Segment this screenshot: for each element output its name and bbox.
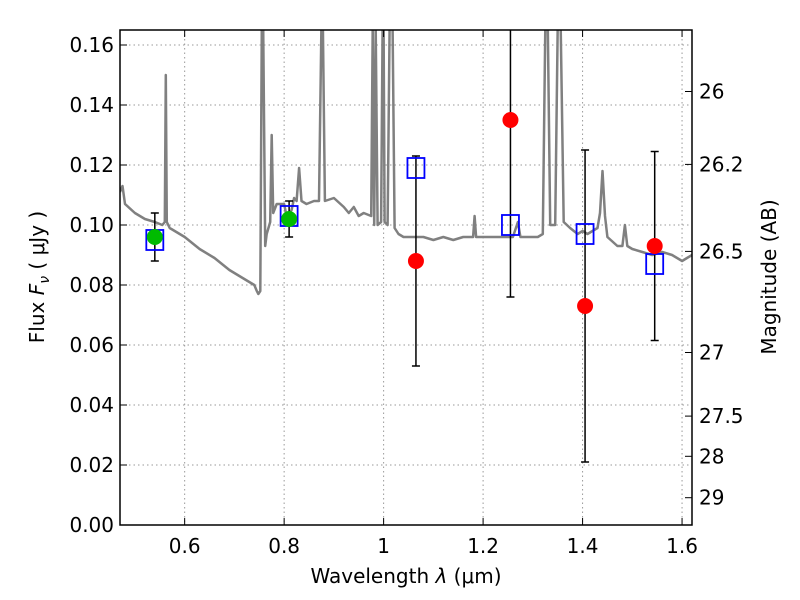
y2-tick-label: 28 bbox=[699, 444, 724, 468]
model-photometry-box bbox=[575, 223, 595, 245]
y2-tick-label: 26.2 bbox=[699, 152, 744, 176]
plot-frame bbox=[119, 29, 693, 526]
y-axis-title: Flux Fν ( μJy ) bbox=[25, 211, 53, 343]
model-photometry-box bbox=[406, 157, 426, 179]
y-tick-label: 0.16 bbox=[69, 33, 114, 57]
model-spectrum-line bbox=[120, 30, 692, 296]
observed-point bbox=[407, 253, 424, 269]
observed-point bbox=[577, 298, 594, 314]
y-tick-label: 0.08 bbox=[69, 273, 114, 297]
y2-tick-label: 27 bbox=[699, 341, 724, 365]
grid bbox=[120, 30, 692, 526]
y2-axis-title: Magnitude (AB) bbox=[757, 199, 781, 354]
y-tick-label: 0.10 bbox=[69, 213, 114, 237]
x-tick-label: 0.8 bbox=[268, 534, 300, 558]
x-tick-label: 1.4 bbox=[567, 534, 599, 558]
model-spectrum bbox=[120, 30, 692, 296]
observed-point bbox=[281, 211, 298, 227]
y2-tick-label: 26.5 bbox=[699, 239, 744, 263]
x-tick-label: 1.6 bbox=[666, 534, 698, 558]
y2-tick-label: 29 bbox=[699, 486, 724, 510]
y2-tick-label: 27.5 bbox=[699, 404, 744, 428]
observed-photometry-points bbox=[146, 112, 663, 314]
observed-point bbox=[146, 229, 163, 245]
y-tick-label: 0.12 bbox=[69, 153, 114, 177]
x-tick-label: 0.6 bbox=[169, 534, 201, 558]
model-photometry-box bbox=[501, 214, 520, 236]
y-tick-label: 0.14 bbox=[69, 93, 114, 117]
y-tick-label: 0.04 bbox=[69, 393, 114, 417]
y-tick-label: 0.06 bbox=[69, 333, 114, 357]
x-tick-label: 1.2 bbox=[467, 534, 499, 558]
x-tick-label: 1 bbox=[377, 534, 390, 558]
y-tick-label: 0.02 bbox=[69, 453, 114, 477]
observed-point bbox=[646, 238, 663, 254]
axis-ticks: 0.6 0.8 1 1.2 1.4 1.6 0.00 0.02 0.04 0.06 0.08 0.10… bbox=[69, 30, 744, 558]
y2-tick-label: 26 bbox=[699, 80, 724, 104]
observed-point bbox=[502, 112, 519, 128]
y-tick-label: 0.00 bbox=[69, 513, 114, 537]
x-axis-title: Wavelength λ (μm) bbox=[310, 564, 501, 588]
